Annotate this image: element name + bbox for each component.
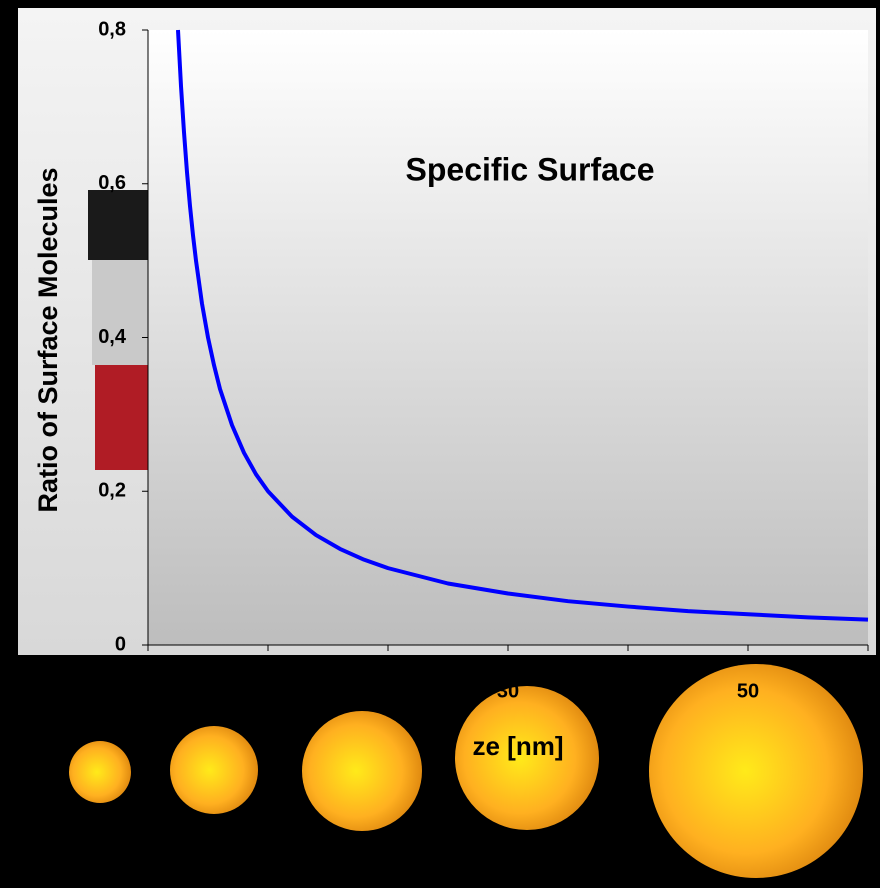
x-tick-label: 20 bbox=[377, 680, 399, 702]
y-tick-label: 0,6 bbox=[98, 172, 126, 194]
plot-area bbox=[148, 30, 868, 645]
chart-title: Specific Surface bbox=[406, 151, 655, 187]
x-tick-label: 60 bbox=[857, 680, 879, 702]
vial-glass bbox=[92, 260, 148, 365]
x-tick-label: 0 bbox=[142, 680, 153, 702]
particle bbox=[170, 726, 258, 814]
x-tick-label: 40 bbox=[617, 680, 639, 702]
vial-liquid bbox=[95, 365, 148, 470]
y-axis-label: Ratio of Surface Molecules bbox=[33, 167, 63, 512]
chart: Specific Surface Ratio of Surface Molecu… bbox=[0, 0, 880, 888]
particle bbox=[69, 741, 131, 803]
x-axis-label: ze [nm] bbox=[473, 731, 564, 761]
y-tick-label: 0,8 bbox=[98, 18, 126, 40]
y-tick-label: 0 bbox=[115, 633, 126, 655]
y-tick-label: 0,2 bbox=[98, 480, 126, 502]
vial-cap bbox=[88, 190, 148, 260]
particle bbox=[302, 711, 422, 831]
y-tick-label: 0,4 bbox=[98, 326, 127, 348]
x-tick-label: 10 bbox=[257, 680, 279, 702]
x-tick-label: 50 bbox=[737, 680, 759, 702]
x-tick-label: 30 bbox=[497, 680, 519, 702]
